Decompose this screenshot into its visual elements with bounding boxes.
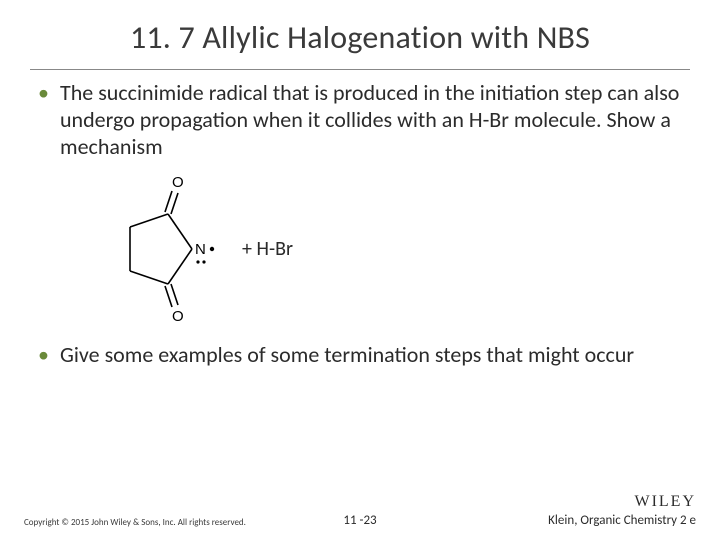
- lone-pair-dot-2: [202, 261, 205, 264]
- wiley-logo: WILEY: [548, 493, 696, 511]
- succinimide-radical-structure: O O N: [108, 174, 228, 324]
- radical-dot: [210, 247, 214, 251]
- footer: Copyright © 2015 John Wiley & Sons, Inc.…: [0, 493, 720, 528]
- atom-O-top: O: [172, 174, 184, 191]
- page-number: 11 -23: [343, 513, 376, 528]
- reaction-row: O O N + H-Br: [108, 174, 690, 324]
- bullet-list-2: Give some examples of some termination s…: [30, 342, 690, 369]
- bullet-item-2: Give some examples of some termination s…: [38, 342, 690, 369]
- atom-O-bottom: O: [172, 308, 184, 324]
- atom-N: N: [195, 241, 206, 258]
- page-title: 11. 7 Allylic Halogenation with NBS: [30, 18, 690, 57]
- lone-pair-dot-1: [196, 261, 199, 264]
- publisher-block: WILEY Klein, Organic Chemistry 2 e: [548, 493, 696, 528]
- book-reference: Klein, Organic Chemistry 2 e: [548, 513, 696, 528]
- bullet-list: The succinimide radical that is produced…: [30, 80, 690, 160]
- title-divider: [30, 69, 690, 70]
- plus-hbr-text: + H-Br: [242, 237, 293, 261]
- slide-container: 11. 7 Allylic Halogenation with NBS The …: [0, 0, 720, 540]
- copyright-text: Copyright © 2015 John Wiley & Sons, Inc.…: [24, 517, 246, 528]
- bullet-item-1: The succinimide radical that is produced…: [38, 80, 690, 160]
